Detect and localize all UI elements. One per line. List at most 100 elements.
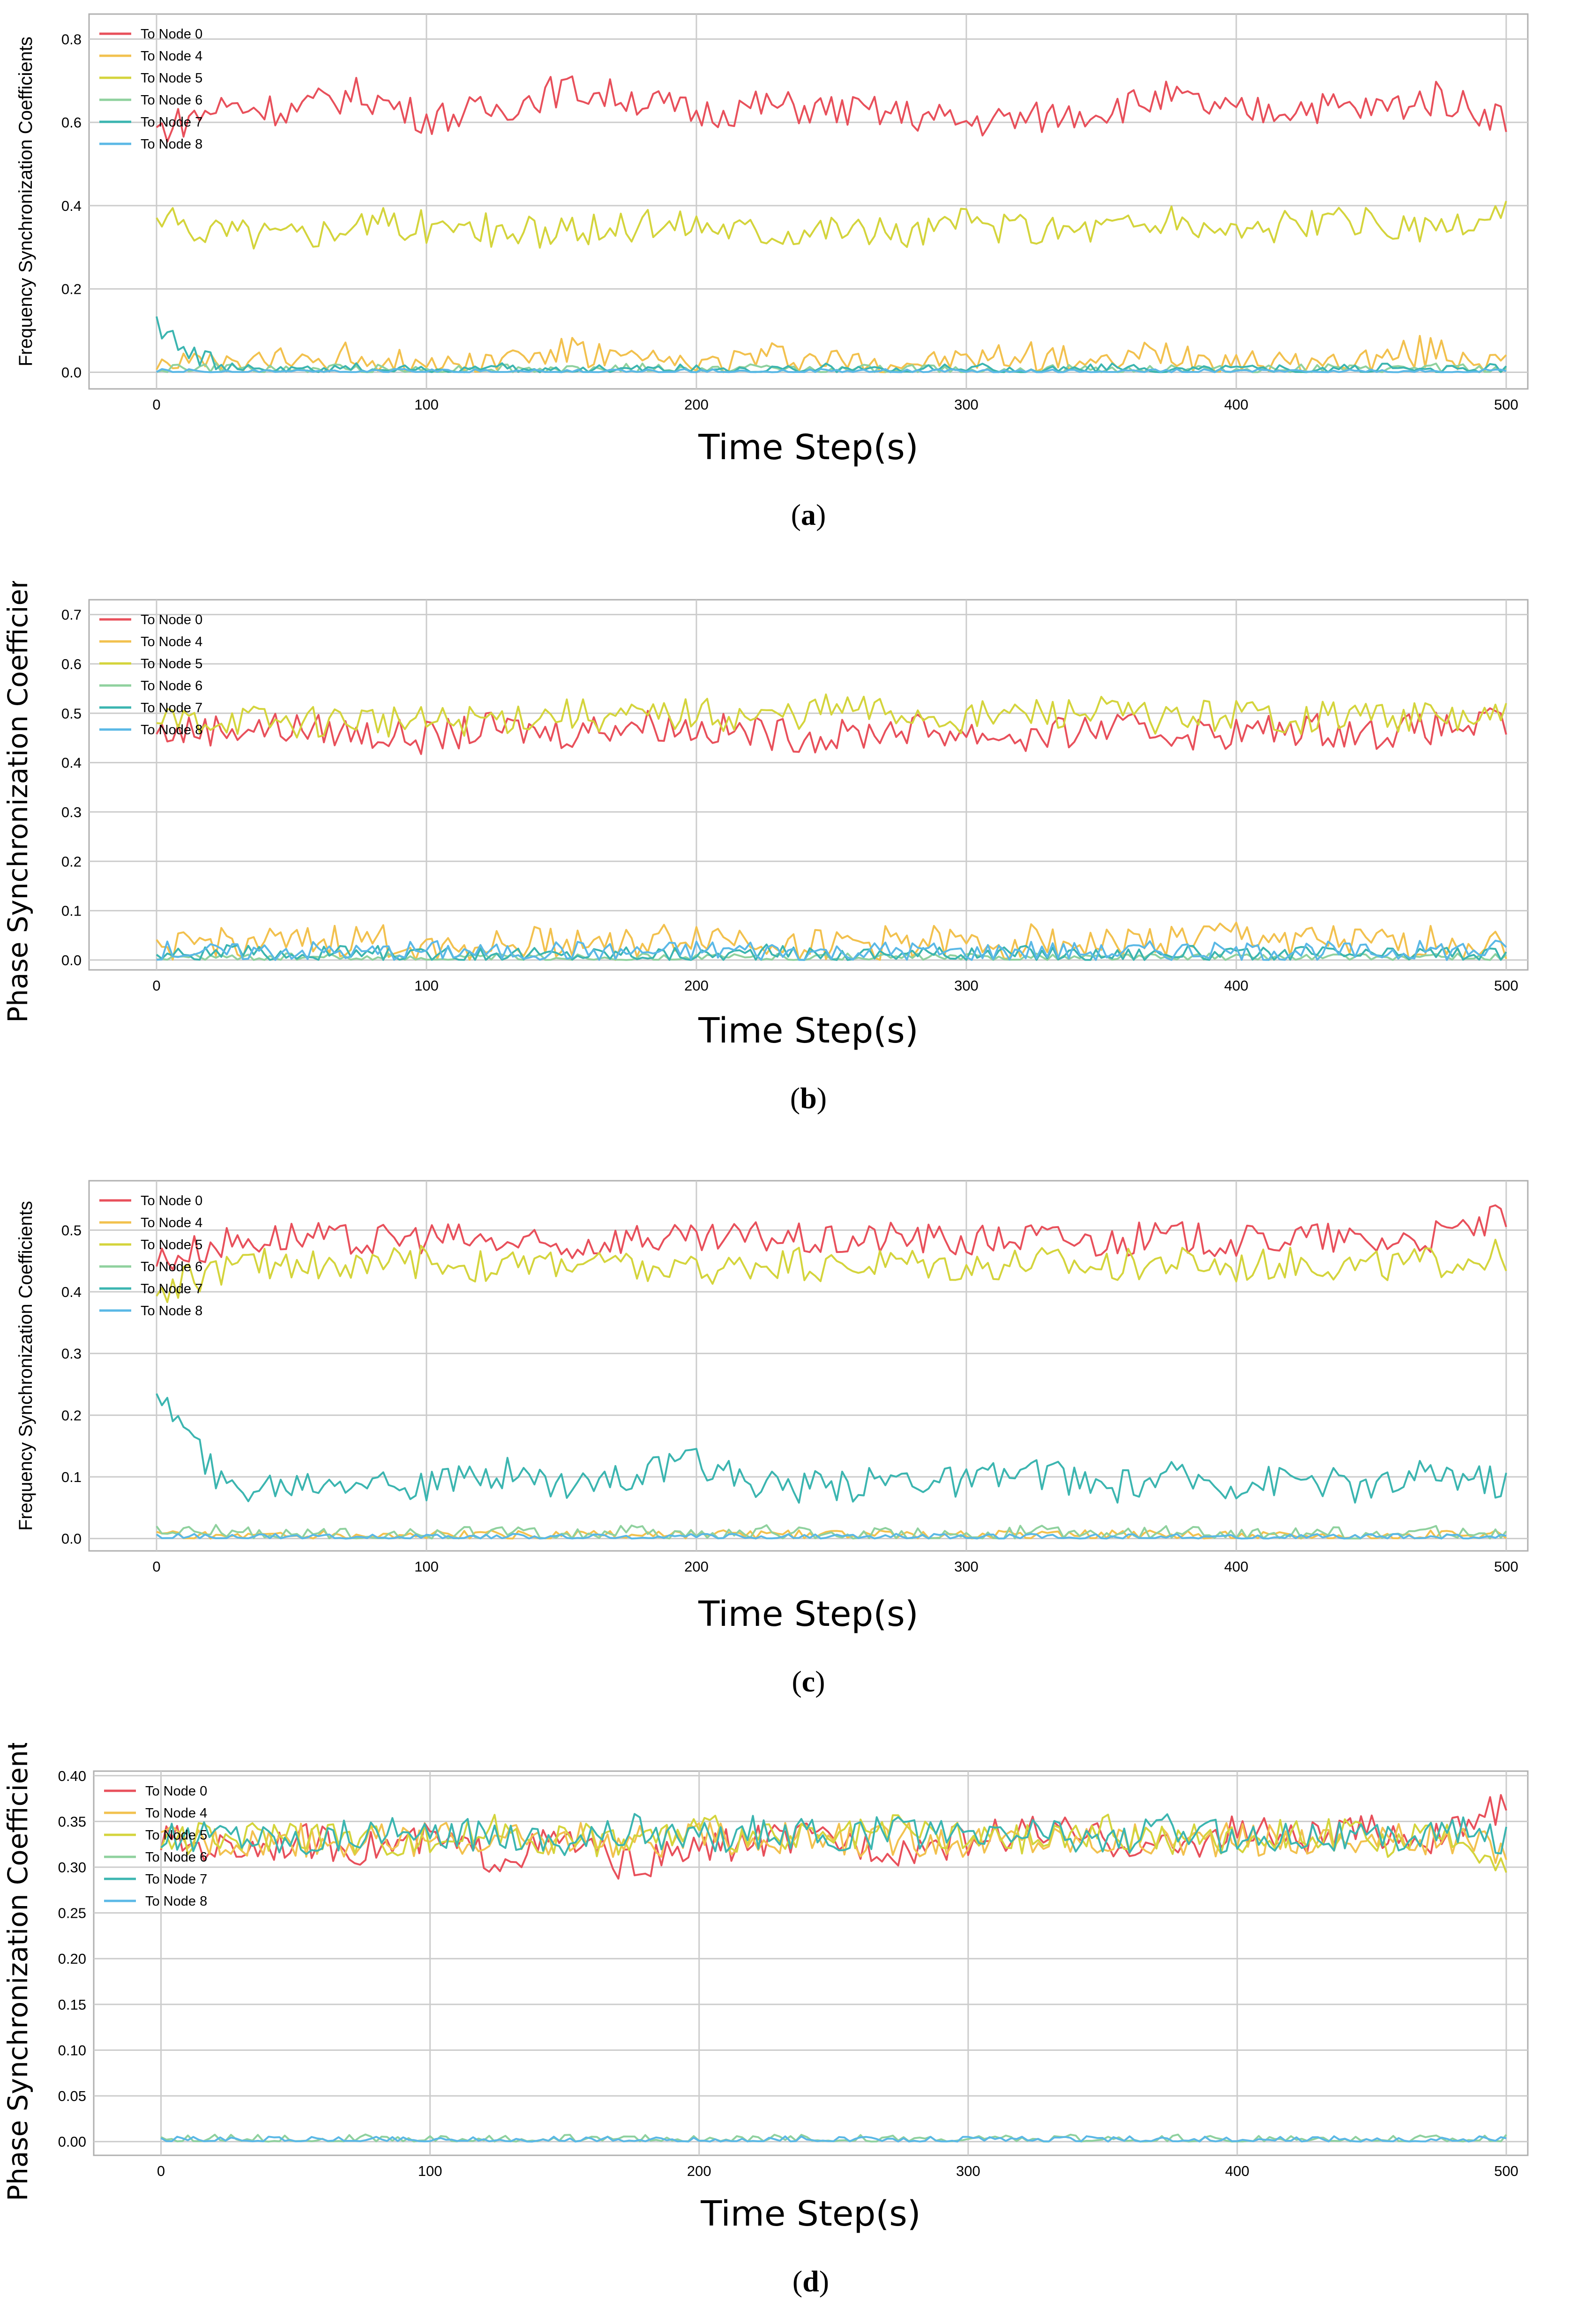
y-tick-label: 0.1 (61, 903, 82, 919)
legend-entry: To Node 6 (141, 1259, 202, 1274)
plot-frame (88, 599, 1529, 971)
x-tick-label: 500 (1494, 396, 1518, 413)
chart-panel-b: 0 100 200 300 400 500 0.0 0.1 0.2 0.3 0.4 0.5 0.6 0.7… (2, 581, 1529, 1115)
legend: To Node 0 To Node 4 To Node 5 To Node 6 To N… (99, 1193, 202, 1318)
y-tick-label: 0.0 (61, 1531, 82, 1547)
panel-caption: (a) (791, 498, 826, 531)
legend: To Node 0 To Node 4 To Node 5 To Node 6 To N… (104, 1784, 207, 1909)
series-line-to-node-0 (156, 75, 1507, 143)
series-line-to-node-7 (156, 316, 1507, 373)
series-line-to-node-4 (156, 922, 1507, 961)
y-tick-label: 0.1 (61, 1469, 82, 1485)
x-tick-label: 300 (954, 1558, 979, 1575)
panel-caption: (b) (790, 1081, 827, 1115)
y-tick-label: 0.05 (58, 2088, 86, 2104)
x-tick-label: 300 (956, 2163, 980, 2179)
x-tick-label: 200 (687, 2163, 711, 2179)
series-line-to-node-7 (156, 1393, 1507, 1504)
y-tick-label: 0.2 (61, 281, 82, 298)
y-tick-label: 0.3 (61, 804, 82, 820)
y-axis-label: Frequency Synchronization Coefficients (15, 37, 36, 366)
series-line-to-node-5 (156, 693, 1507, 739)
x-tick-label: 200 (684, 1558, 709, 1575)
series-group (156, 75, 1507, 373)
y-tick-label: 0.7 (61, 607, 82, 623)
legend-entry: To Node 0 (141, 1193, 202, 1208)
y-tick-label: 0.6 (61, 656, 82, 672)
legend-entry: To Node 4 (145, 1806, 207, 1821)
y-tick-label: 0.5 (61, 705, 82, 722)
series-line-to-node-8 (160, 2135, 1507, 2143)
plot-frame (88, 1180, 1529, 1552)
y-tick-label: 0.40 (58, 1768, 86, 1784)
series-line-to-node-4 (156, 1529, 1507, 1540)
legend-entry: To Node 8 (141, 137, 202, 152)
legend-entry: To Node 7 (145, 1872, 207, 1887)
x-tick-label: 0 (152, 396, 160, 413)
series-line-to-node-8 (156, 368, 1507, 373)
legend-entry: To Node 8 (141, 1304, 202, 1318)
x-tick-label: 0 (152, 977, 160, 994)
legend-entry: To Node 0 (141, 27, 202, 42)
legend-entry: To Node 6 (141, 93, 202, 108)
legend-entry: To Node 7 (141, 700, 202, 715)
y-tick-label: 0.5 (61, 1222, 82, 1238)
panel-caption: (d) (792, 2264, 829, 2298)
legend-entry: To Node 0 (141, 612, 202, 627)
y-tick-label: 0.2 (61, 1407, 82, 1423)
y-tick-label: 0.25 (58, 1905, 86, 1922)
legend-entry: To Node 5 (141, 71, 202, 86)
x-tick-label: 500 (1494, 2163, 1518, 2179)
x-tick-label: 500 (1494, 1558, 1518, 1575)
y-tick-label: 0.10 (58, 2042, 86, 2058)
x-tick-label: 200 (684, 396, 709, 413)
y-tick-label: 0.35 (58, 1813, 86, 1830)
y-tick-label: 0.20 (58, 1951, 86, 1967)
series-group (156, 1204, 1507, 1540)
y-tick-label: 0.0 (61, 952, 82, 968)
series-line-to-node-8 (156, 939, 1507, 961)
series-line-to-node-5 (160, 1813, 1507, 1873)
legend-entry: To Node 5 (141, 1237, 202, 1252)
legend-entry: To Node 7 (141, 1281, 202, 1296)
series-line-to-node-0 (156, 707, 1507, 755)
legend-entry: To Node 0 (145, 1784, 207, 1799)
x-tick-label: 400 (1225, 2163, 1249, 2179)
y-tick-label: 0.4 (61, 1284, 82, 1300)
legend-entry: To Node 7 (141, 115, 202, 130)
y-tick-label: 0.15 (58, 1996, 86, 2013)
series-line-to-node-7 (160, 1813, 1508, 1856)
chart-panel-c: 0 100 200 300 400 500 0.0 0.1 0.2 0.3 0.4 0.5 To Nod… (15, 1180, 1529, 1698)
series-line-to-node-5 (156, 1238, 1507, 1304)
series-group (156, 693, 1507, 961)
x-tick-label: 400 (1224, 396, 1248, 413)
y-axis-label: Phase Synchronization Coefficients (2, 581, 34, 1023)
x-axis-label: Time Step(s) (698, 1011, 918, 1051)
x-tick-label: 400 (1224, 1558, 1248, 1575)
legend-entry: To Node 4 (141, 49, 202, 64)
series-line-to-node-0 (156, 1204, 1507, 1271)
panel-caption: (c) (792, 1665, 825, 1698)
legend-entry: To Node 8 (141, 723, 202, 737)
legend-entry: To Node 4 (141, 1215, 202, 1230)
y-tick-label: 0.4 (61, 198, 82, 214)
series-line-to-node-5 (156, 201, 1507, 250)
legend-entry: To Node 6 (145, 1850, 207, 1865)
x-axis-label: Time Step(s) (698, 1594, 918, 1634)
chart-panel-a: 0 100 200 300 400 500 0.0 0.2 0.4 0.6 0.8 To Node 0… (15, 13, 1529, 531)
x-tick-label: 100 (414, 977, 439, 994)
series-line-to-node-8 (156, 1533, 1507, 1540)
legend: To Node 0 To Node 4 To Node 5 To Node 6 To N… (99, 27, 202, 152)
y-tick-label: 0.4 (61, 755, 82, 771)
x-tick-label: 300 (954, 396, 979, 413)
y-tick-label: 0.6 (61, 114, 82, 131)
x-axis-label: Time Step(s) (700, 2194, 920, 2234)
y-tick-label: 0.2 (61, 853, 82, 870)
legend-entry: To Node 5 (145, 1828, 207, 1843)
plot-frame (88, 13, 1529, 390)
y-tick-label: 0.3 (61, 1346, 82, 1362)
x-tick-label: 500 (1494, 977, 1518, 994)
chart-panel-d: 0 100 200 300 400 500 0.00 0.05 0.10 0.15 0.20 0.25… (2, 1743, 1529, 2298)
y-axis-label: Phase Synchronization Coefficients (2, 1743, 34, 2201)
